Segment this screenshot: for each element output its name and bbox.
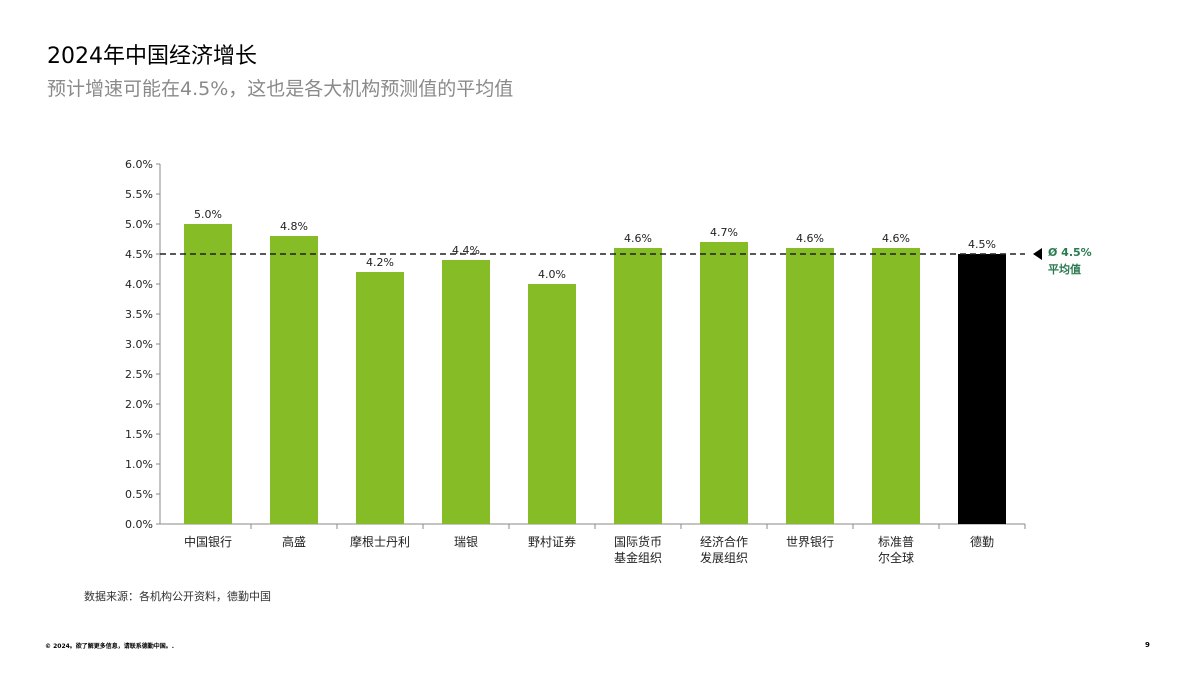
x-tick-label: 世界银行 — [786, 535, 834, 549]
x-tick-label: 德勤 — [970, 534, 994, 549]
data-label: 4.6% — [624, 232, 652, 245]
footer-copyright: © 2024。欲了解更多信息，请联系德勤中国。. — [45, 643, 175, 650]
x-tick-label: 高盛 — [282, 534, 306, 549]
x-tick-label: 尔全球 — [878, 550, 914, 565]
x-tick-label: 经济合作 — [700, 534, 748, 549]
y-tick-label: 5.5% — [125, 188, 153, 201]
page-title: 2024年中国经济增长 — [47, 44, 257, 69]
y-tick-label: 2.0% — [125, 398, 153, 411]
x-tick-label: 标准普 — [878, 535, 914, 549]
y-tick-label: 3.5% — [125, 308, 153, 321]
average-annotation: Ø 4.5% 平均值 — [1048, 244, 1092, 278]
average-arrow-icon — [1033, 248, 1042, 260]
page-number: 9 — [1145, 641, 1150, 649]
bar — [356, 272, 404, 524]
x-tick-label: 国际货币 — [614, 534, 662, 549]
x-tick-label: 中国银行 — [184, 534, 232, 549]
data-label: 4.2% — [366, 256, 394, 269]
data-label: 4.6% — [796, 232, 824, 245]
page-subtitle: 预计增速可能在4.5%，这也是各大机构预测值的平均值 — [47, 78, 514, 100]
data-label: 5.0% — [194, 208, 222, 221]
bar — [700, 242, 748, 524]
y-tick-label: 0.0% — [125, 518, 153, 531]
average-caption: 平均值 — [1048, 263, 1081, 276]
y-tick-label: 6.0% — [125, 158, 153, 171]
bar — [958, 254, 1006, 524]
bar — [184, 224, 232, 524]
data-label: 4.4% — [452, 244, 480, 257]
bar — [528, 284, 576, 524]
x-tick-label: 野村证券 — [528, 534, 576, 549]
y-tick-label: 0.5% — [125, 488, 153, 501]
bar — [614, 248, 662, 524]
y-tick-label: 1.0% — [125, 458, 153, 471]
data-label: 4.7% — [710, 226, 738, 239]
data-label: 4.8% — [280, 220, 308, 233]
y-tick-label: 5.0% — [125, 218, 153, 231]
y-tick-label: 4.5% — [125, 248, 153, 261]
y-tick-label: 2.5% — [125, 368, 153, 381]
y-tick-label: 3.0% — [125, 338, 153, 351]
average-label: Ø 4.5% — [1048, 246, 1092, 259]
data-label: 4.5% — [968, 238, 996, 251]
x-tick-label: 发展组织 — [700, 550, 748, 565]
y-tick-label: 1.5% — [125, 428, 153, 441]
source-note: 数据来源：各机构公开资料，德勤中国 — [84, 590, 271, 603]
data-label: 4.6% — [882, 232, 910, 245]
bar — [786, 248, 834, 524]
bar — [270, 236, 318, 524]
x-tick-label: 瑞银 — [454, 535, 478, 549]
x-tick-label: 基金组织 — [614, 550, 662, 565]
bar — [872, 248, 920, 524]
y-tick-label: 4.0% — [125, 278, 153, 291]
data-label: 4.0% — [538, 268, 566, 281]
bar — [442, 260, 490, 524]
x-tick-label: 摩根士丹利 — [350, 534, 410, 549]
